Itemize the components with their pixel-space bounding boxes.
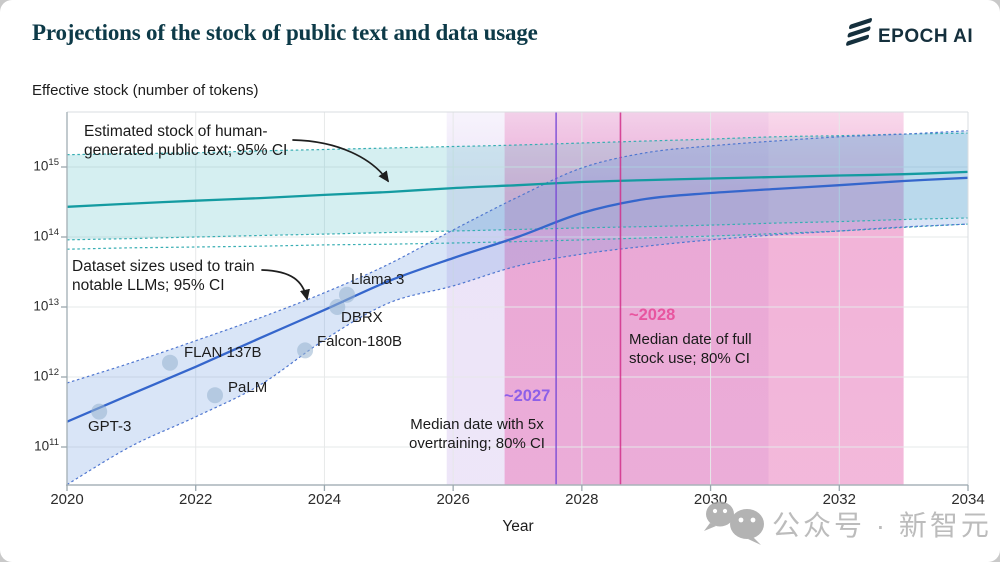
event-label-2027: ~2027 [504,387,551,405]
point-label-palm: PaLM [228,379,268,396]
watermark-text: 公众号 · 新智元 [772,510,992,541]
x-axis-label: Year [502,518,534,535]
model-points [91,286,355,420]
ci-bands [67,130,968,485]
series-lines [67,130,968,485]
x-tick-label: 2026 [436,491,470,508]
x-tick-label: 2032 [822,491,856,508]
annotation-arrows [261,139,389,301]
y-tick-label: 1013 [33,297,59,314]
point-label-falcon-180b: Falcon-180B [317,333,403,350]
plot-frame [66,111,969,486]
median-date-ci-regions [446,112,904,485]
series-stock_ci_lower [67,217,968,241]
x-tick-label: 2020 [50,491,84,508]
point-label-gpt-3: GPT-3 [88,418,132,435]
point-label-llama-3: Llama 3 [351,271,405,288]
point-PaLM [207,387,223,404]
band-dataset_ci_upper [67,130,968,485]
x-tick-label: 2024 [307,491,342,508]
y-tick-label: 1011 [34,437,59,454]
epoch-ai-logo: EPOCH AI [836,18,996,58]
x-tick-label: 2028 [565,491,599,508]
series-stock_median [67,170,968,208]
annotation-stock-ci: Estimated stock of human- generated publ… [84,123,288,159]
arrow-to-dataset-line [261,269,310,301]
band-stock_ci_upper [67,133,968,240]
watermark: 公众号 · 新智元 [700,496,1000,552]
y-tick-label: 1012 [33,367,59,384]
point-Falcon-180B [297,342,314,359]
x-tick-label: 2022 [179,491,213,508]
point-DBRX [329,299,346,315]
point-Llama 3 [339,286,355,303]
event-desc-full-stock: Median date of full stock use; 80% CI [629,331,752,367]
tick-marks [61,166,969,491]
series-dataset_median [67,176,968,423]
y-axis-title: Effective stock (number of tokens) [32,82,259,99]
point-GPT-3 [91,403,108,420]
epoch-ai-logo-text: EPOCH AI [878,26,974,47]
series-stock_ci_lower_b [67,223,968,250]
series-dataset_ci_lower [67,223,968,485]
wechat-icon [704,501,764,545]
point-label-flan-137b: FLAN 137B [184,344,262,361]
point-label-dbrx: DBRX [341,309,383,326]
arrow-to-stock-line [292,139,389,183]
series-stock_ci_upper [67,132,968,156]
event-desc-overtraining: Median date with 5x overtraining; 80% CI [409,416,545,452]
y-tick-label: 1014 [33,227,59,244]
epoch-ai-logo-icon [846,18,872,46]
event-label-2028: ~2028 [629,306,676,324]
page-title: Projections of the stock of public text … [32,20,538,45]
point-FLAN 137B [162,354,178,371]
y-tick-label: 1015 [33,157,59,174]
annotation-dataset-ci: Dataset sizes used to train notable LLMs… [72,258,255,294]
fullstock-ci-region [504,112,904,485]
x-tick-label: 2034 [951,491,985,508]
